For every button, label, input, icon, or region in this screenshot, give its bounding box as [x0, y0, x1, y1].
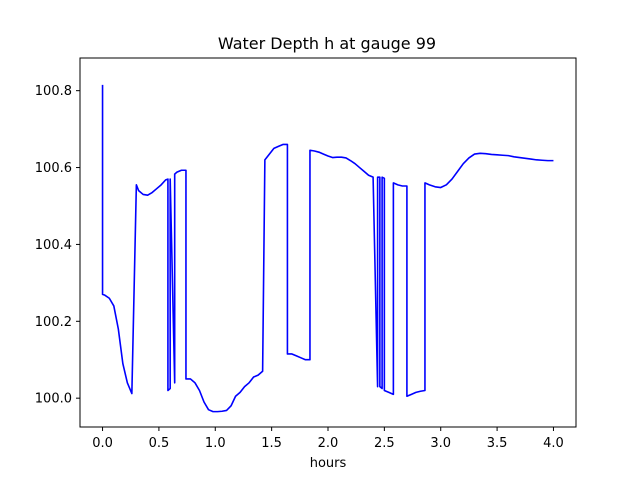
x-tick-label: 1.0 — [205, 436, 226, 451]
x-tick-label: 4.0 — [543, 436, 564, 451]
x-axis-label: hours — [310, 456, 347, 471]
plot-area — [101, 84, 554, 413]
x-tick-label: 2.0 — [318, 436, 339, 451]
x-tick-label: 0.0 — [92, 436, 113, 451]
series-line-0 — [101, 84, 554, 413]
x-tick-label: 3.0 — [430, 436, 451, 451]
y-tick-label: 100.2 — [35, 315, 72, 330]
x-axis: 0.0 0.5 1.0 1.5 2.0 2.5 3.0 3.5 4.0 — [92, 427, 564, 451]
y-tick-label: 100.4 — [35, 238, 72, 253]
y-axis: 100.0 100.2 100.4 100.6 100.8 — [35, 84, 80, 407]
y-tick-label: 100.0 — [35, 392, 72, 407]
x-tick-label: 1.5 — [261, 436, 282, 451]
y-tick-label: 100.8 — [35, 84, 72, 99]
x-tick-label: 3.5 — [487, 436, 508, 451]
chart-title: Water Depth h at gauge 99 — [218, 34, 436, 53]
x-tick-label: 2.5 — [374, 436, 395, 451]
x-tick-label: 0.5 — [149, 436, 170, 451]
y-tick-label: 100.6 — [35, 161, 72, 176]
